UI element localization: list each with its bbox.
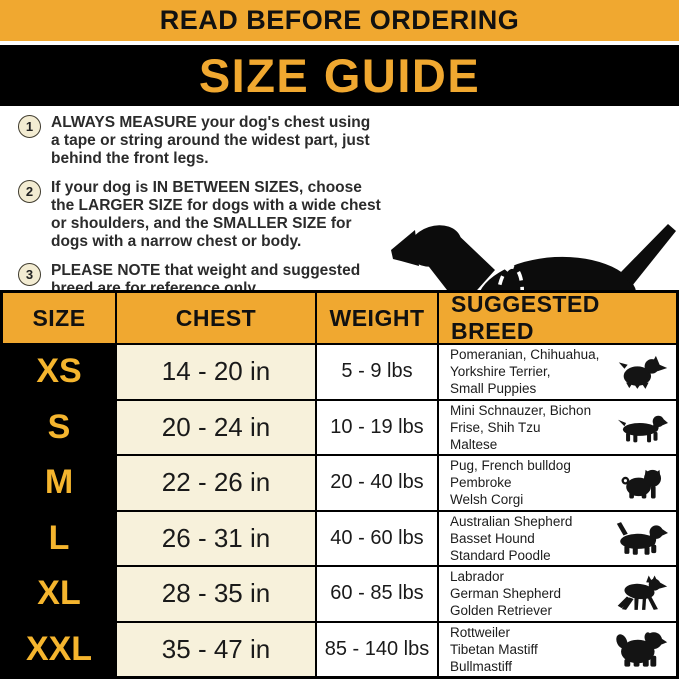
size-cell-xl: XL <box>3 567 115 621</box>
number-badge-3: 3 <box>18 263 41 286</box>
number-badge-2: 2 <box>18 180 41 203</box>
size-guide-title: SIZE GUIDE <box>198 49 481 102</box>
size-cell-l: L <box>3 511 115 565</box>
size-cell-s: S <box>3 400 115 454</box>
breed-list-xl: Labrador German Shepherd Golden Retrieve… <box>450 569 562 619</box>
instruction-item-3: 3 PLEASE NOTE that weight and suggested … <box>18 262 390 298</box>
german-shepherd-icon <box>617 575 668 610</box>
size-table: SIZE CHEST WEIGHT SUGGESTED BREED XS 14 … <box>0 290 679 679</box>
size-guide-banner: SIZE GUIDE <box>0 45 679 106</box>
weight-cell-xxl: 85 - 140 lbs <box>317 622 437 676</box>
instruction-text-1: ALWAYS MEASURE your dog's chest using a … <box>51 114 371 167</box>
instruction-list: 1 ALWAYS MEASURE your dog's chest using … <box>18 114 390 309</box>
chest-cell-l: 26 - 31 in <box>117 511 315 565</box>
instruction-item-2: 2 If your dog is IN BETWEEN SIZES, choos… <box>18 179 390 251</box>
number-badge-1: 1 <box>18 115 41 138</box>
chest-cell-s: 20 - 24 in <box>117 400 315 454</box>
breed-cell-xxl: Rottweiler Tibetan Mastiff Bullmastiff <box>439 622 676 676</box>
instruction-item-1: 1 ALWAYS MEASURE your dog's chest using … <box>18 114 390 168</box>
size-cell-xs: XS <box>3 345 115 399</box>
breed-list-s: Mini Schnauzer, Bichon Frise, Shih Tzu M… <box>450 402 592 452</box>
pug-icon <box>621 469 662 499</box>
read-before-ordering-text: READ BEFORE ORDERING <box>159 5 520 35</box>
dachshund-icon <box>618 415 668 443</box>
breed-list-l: Australian Shepherd Basset Hound Standar… <box>450 513 573 563</box>
weight-cell-l: 40 - 60 lbs <box>317 511 437 565</box>
breed-cell-m: Pug, French bulldog Pembroke Welsh Corgi <box>439 456 676 510</box>
breed-cell-s: Mini Schnauzer, Bichon Frise, Shih Tzu M… <box>439 400 676 454</box>
breed-cell-xl: Labrador German Shepherd Golden Retrieve… <box>439 567 676 621</box>
instruction-text-3: PLEASE NOTE that weight and suggested br… <box>51 262 361 297</box>
breed-list-xs: Pomeranian, Chihuahua, Yorkshire Terrier… <box>450 347 600 397</box>
chest-cell-xxl: 35 - 47 in <box>117 622 315 676</box>
column-header-size: SIZE <box>3 293 115 343</box>
column-header-chest: CHEST <box>117 293 315 343</box>
weight-cell-xs: 5 - 9 lbs <box>317 345 437 399</box>
chest-cell-m: 22 - 26 in <box>117 456 315 510</box>
chest-cell-xl: 28 - 35 in <box>117 567 315 621</box>
intro-section: 1 ALWAYS MEASURE your dog's chest using … <box>0 106 679 394</box>
size-cell-xxl: XXL <box>3 622 115 676</box>
basset-hound-icon <box>616 522 668 556</box>
instruction-text-2: If your dog is IN BETWEEN SIZES, choose … <box>51 179 381 250</box>
breed-cell-l: Australian Shepherd Basset Hound Standar… <box>439 511 676 565</box>
weight-cell-s: 10 - 19 lbs <box>317 400 437 454</box>
column-header-weight: WEIGHT <box>317 293 437 343</box>
read-before-ordering-banner: READ BEFORE ORDERING <box>0 0 679 41</box>
mastiff-icon <box>616 632 668 667</box>
breed-cell-xs: Pomeranian, Chihuahua, Yorkshire Terrier… <box>439 345 676 399</box>
breed-list-m: Pug, French bulldog Pembroke Welsh Corgi <box>450 458 571 508</box>
column-header-suggested-breed: SUGGESTED BREED <box>439 291 676 344</box>
chest-cell-xs: 14 - 20 in <box>117 345 315 399</box>
yorkshire-terrier-icon <box>618 355 668 389</box>
size-cell-m: M <box>3 456 115 510</box>
weight-cell-m: 20 - 40 lbs <box>317 456 437 510</box>
weight-cell-xl: 60 - 85 lbs <box>317 567 437 621</box>
breed-list-xxl: Rottweiler Tibetan Mastiff Bullmastiff <box>450 624 538 674</box>
